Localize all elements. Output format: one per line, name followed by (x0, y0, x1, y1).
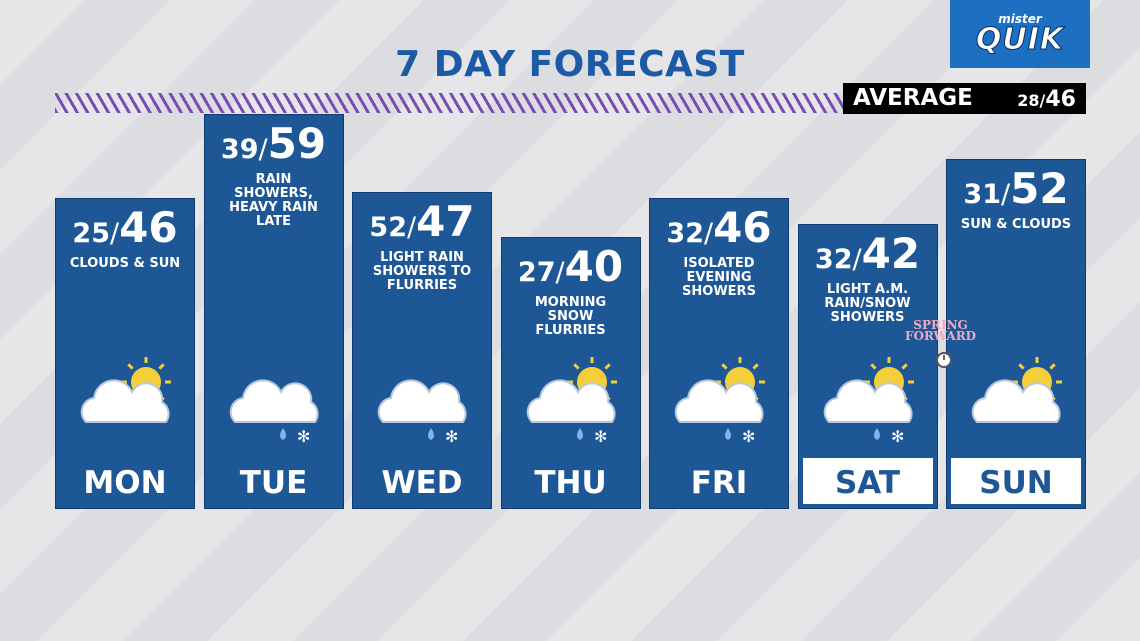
day-column: 31/52 SUN & CLOUDS SUN (946, 159, 1086, 509)
description: MORNING SNOW FLURRIES (534, 295, 607, 338)
note-line: FORWARD (905, 329, 977, 343)
day-column: 52/47 LIGHT RAIN SHOWERS TO FLURRIES ✻ WED (352, 191, 492, 509)
day-name: TUE (239, 465, 308, 501)
high-temp: 46 (713, 203, 772, 252)
slash: / (1001, 179, 1011, 210)
svg-text:✻: ✻ (742, 427, 755, 446)
slash: / (555, 257, 565, 288)
high-temp: 47 (416, 196, 475, 246)
temps: 27/40 (502, 244, 640, 296)
day-name: THU (534, 465, 607, 501)
svg-text:✻: ✻ (445, 427, 458, 446)
temps: 39/59 (205, 118, 343, 173)
weather-icon: ✻ (229, 379, 319, 446)
low-temp: 52 (369, 211, 407, 243)
low-temp: 39 (220, 133, 259, 165)
weather-icon (971, 357, 1062, 423)
temps: 25/46 (56, 205, 194, 257)
description: ISOLATED EVENING SHOWERS (682, 256, 756, 299)
day-name: FRI (690, 465, 748, 501)
temps: 32/42 (799, 231, 937, 283)
slash: / (852, 244, 862, 275)
svg-text:✻: ✻ (594, 427, 607, 446)
low-temp: 25 (72, 218, 110, 249)
note-line: SPRING (913, 318, 968, 332)
slash: / (407, 211, 417, 243)
high-temp: 52 (1010, 164, 1069, 213)
low-temp: 27 (517, 257, 556, 288)
slash: / (704, 218, 714, 249)
brand-small: mister (998, 12, 1042, 26)
weather-icon (80, 357, 171, 423)
weather-icon: ✻ (674, 357, 765, 446)
title: 7 DAY FORECAST (395, 44, 745, 85)
temps: 32/46 (650, 205, 788, 257)
day-name: SUN (951, 458, 1081, 504)
description: LIGHT RAIN SHOWERS TO FLURRIES (372, 249, 472, 293)
temps: 52/47 (353, 196, 491, 251)
description: CLOUDS & SUN (69, 256, 181, 271)
day-name: MON (83, 465, 167, 501)
average-low: 28 (1017, 91, 1040, 110)
spring-forward-note: SPRING FORWARD (905, 318, 977, 374)
hatch-bar (55, 93, 843, 113)
clock-icon (935, 352, 952, 368)
weather-icon: ✻ (823, 357, 914, 446)
svg-text:✻: ✻ (297, 427, 310, 446)
brand-large: QUIK (975, 22, 1065, 58)
high-temp: 40 (564, 242, 624, 291)
average-label: AVERAGE (853, 85, 973, 111)
low-temp: 31 (963, 179, 1001, 210)
brand-logo: mister QUIK (950, 0, 1090, 68)
low-temp: 32 (814, 244, 853, 275)
day-column: 32/46 ISOLATED EVENING SHOWERS ✻ FRI (649, 198, 789, 509)
low-temp: 32 (666, 218, 704, 249)
average-high: 46 (1045, 87, 1076, 112)
day-column: 27/40 MORNING SNOW FLURRIES ✻ THU (500, 237, 641, 509)
weather-icon: ✻ (526, 357, 617, 446)
day-name: SAT (802, 458, 933, 504)
slash: / (110, 218, 120, 249)
day-column: 25/46 CLOUDS & SUN MON (55, 198, 195, 509)
weather-icon: ✻ (377, 379, 467, 446)
day-name: WED (381, 465, 463, 501)
high-temp: 42 (861, 229, 921, 278)
high-temp: 59 (267, 118, 327, 168)
day-column: 39/59 RAIN SHOWERS, HEAVY RAIN LATE ✻ TUE (203, 113, 344, 509)
temps: 31/52 (947, 166, 1085, 218)
description: LIGHT A.M. RAIN/SNOW SHOWERS (824, 282, 911, 325)
slash: / (258, 133, 268, 165)
svg-text:✻: ✻ (891, 427, 904, 446)
day-column: 32/42 LIGHT A.M. RAIN/SNOW SHOWERS ✻ SAT (797, 224, 938, 509)
high-temp: 46 (119, 203, 178, 252)
average-temps: 28/46 (1017, 87, 1076, 112)
description: RAIN SHOWERS, HEAVY RAIN LATE (229, 171, 318, 229)
description: SUN & CLOUDS (960, 217, 1072, 232)
average-box: AVERAGE 28/46 (843, 83, 1086, 114)
